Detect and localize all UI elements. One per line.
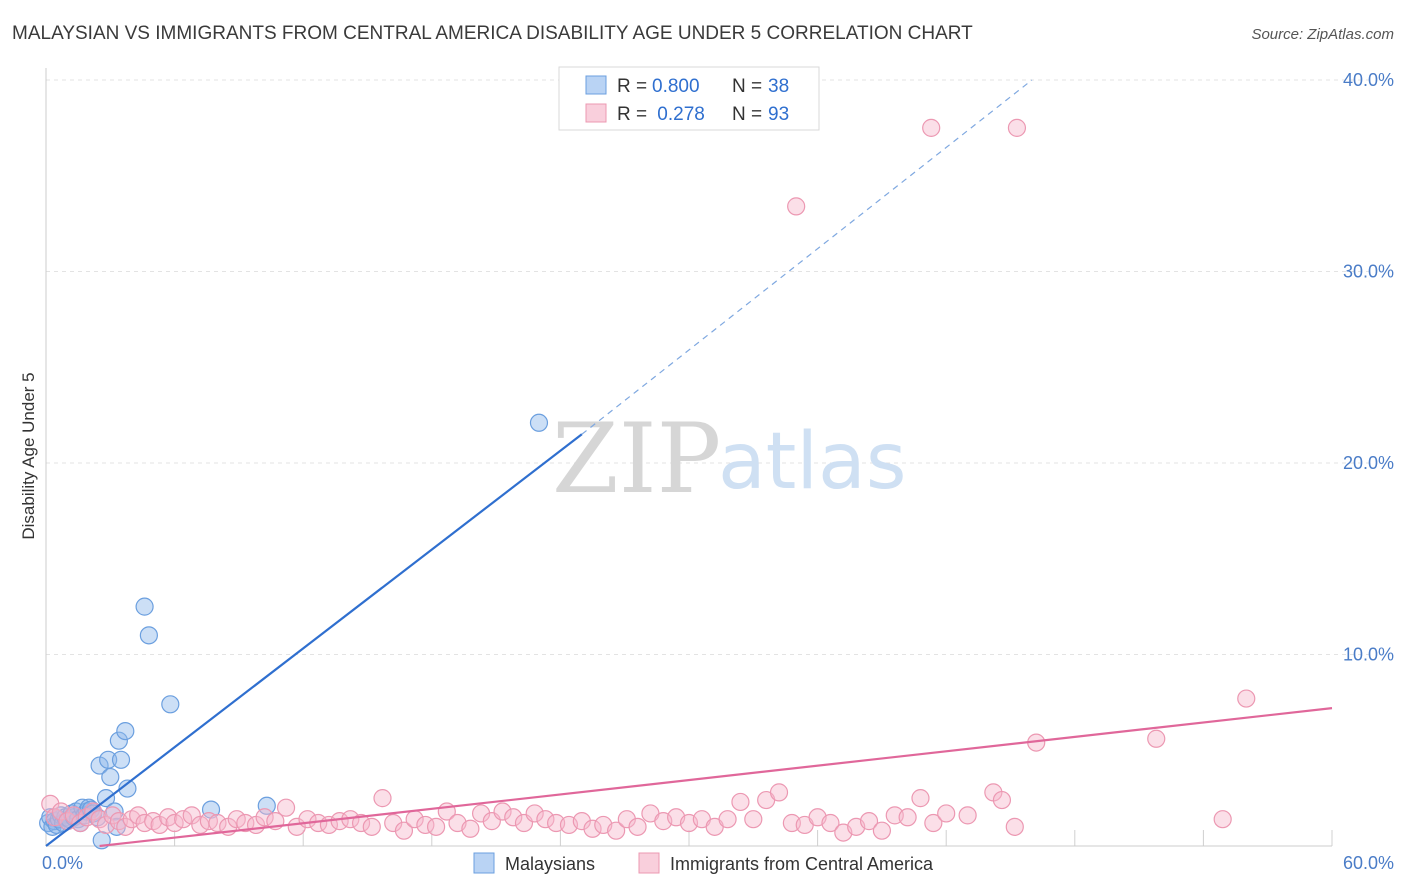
data-point [276,798,296,817]
y-tick-labels: 10.0% 20.0% 30.0% 40.0% [1343,70,1394,665]
y-tick-label: 40.0% [1343,70,1394,90]
data-point [118,779,137,798]
data-point [718,810,737,829]
data-point [924,813,943,833]
data-point [859,812,879,831]
trend-lines [45,79,1333,848]
data-point [525,804,544,823]
data-point [116,721,135,741]
watermark-zip: ZIP [552,403,721,515]
malaysians-points [39,413,549,850]
stats-legend: R = 0.800 N = 38 R = 0.278 N = 93 [558,66,820,131]
data-point [362,817,381,836]
bottom-legend-central-america: Immigrants from Central America [670,854,934,874]
x-tick-label: 60.0% [1343,853,1394,873]
data-point [992,790,1012,810]
gridlines [46,79,1372,846]
stats-legend-r-value-1: 0.800 [652,76,700,97]
data-point [731,792,750,812]
stats-legend-n-label-2: N = [732,104,762,125]
stats-legend-swatch-central-america [585,103,607,123]
data-point [898,808,917,827]
data-point [394,821,414,840]
y-tick-label: 10.0% [1343,645,1394,665]
watermark: ZIP atlas [552,403,907,515]
data-point [769,783,789,802]
stats-legend-swatch-malaysians [585,75,607,95]
data-point [1147,729,1166,748]
bottom-legend-malaysians: Malaysians [505,854,595,874]
data-point [165,813,184,833]
data-point [351,813,371,833]
data-point [958,806,977,825]
data-point [787,197,806,216]
y-tick-label: 20.0% [1343,453,1394,473]
bottom-legend-swatch-central-america [638,852,660,874]
data-point [257,796,276,815]
stats-legend-r-label-1: R = [617,76,647,97]
data-point [373,789,392,808]
central-america-trend-line [99,707,1333,848]
data-point [744,810,763,829]
data-point [174,810,193,829]
data-point [161,695,180,714]
chart-source: Source: ZipAtlas.com [1251,26,1394,43]
data-point [911,789,930,808]
stats-legend-r-label-2: R = [617,104,647,125]
malaysians-trend-line [45,433,583,847]
data-point [504,808,523,827]
data-point [208,813,227,833]
data-point [111,750,131,769]
bottom-legend-swatch-malaysians [473,852,495,874]
bottom-legend: Malaysians Immigrants from Central Ameri… [473,852,934,874]
x-tick-label: 0.0% [42,853,83,873]
data-point [1237,689,1256,708]
data-point [255,808,274,827]
data-point [227,810,246,829]
data-point [1213,810,1232,829]
data-point [461,819,480,838]
data-point [536,810,555,829]
stats-legend-n-label-1: N = [732,76,762,97]
data-point [135,597,154,616]
malaysians-trend-extension [581,79,1033,435]
data-point [1005,817,1024,836]
data-point [583,819,602,838]
data-point [109,731,128,750]
data-point [628,817,647,836]
data-point [821,813,840,833]
data-point [139,626,158,645]
data-point [529,413,549,432]
stats-legend-n-value-2: 93 [768,104,789,125]
central-america-points [41,118,1256,842]
data-point [101,767,120,787]
data-point [872,821,892,840]
chart-title: MALAYSIAN VS IMMIGRANTS FROM CENTRAL AME… [12,23,973,44]
data-point [937,804,956,823]
stats-legend-n-value-1: 38 [768,76,789,97]
y-tick-label: 30.0% [1343,262,1394,282]
x-tick-labels: 0.0% 60.0% [42,853,1394,873]
data-point [607,821,626,840]
y-axis-label: Disability Age Under 5 [19,372,38,539]
data-point [426,817,446,836]
data-point [493,802,512,821]
data-point [1007,118,1027,137]
stats-legend-r-value-2: 0.278 [652,104,705,125]
watermark-atlas: atlas [718,417,907,507]
data-point [922,118,941,137]
